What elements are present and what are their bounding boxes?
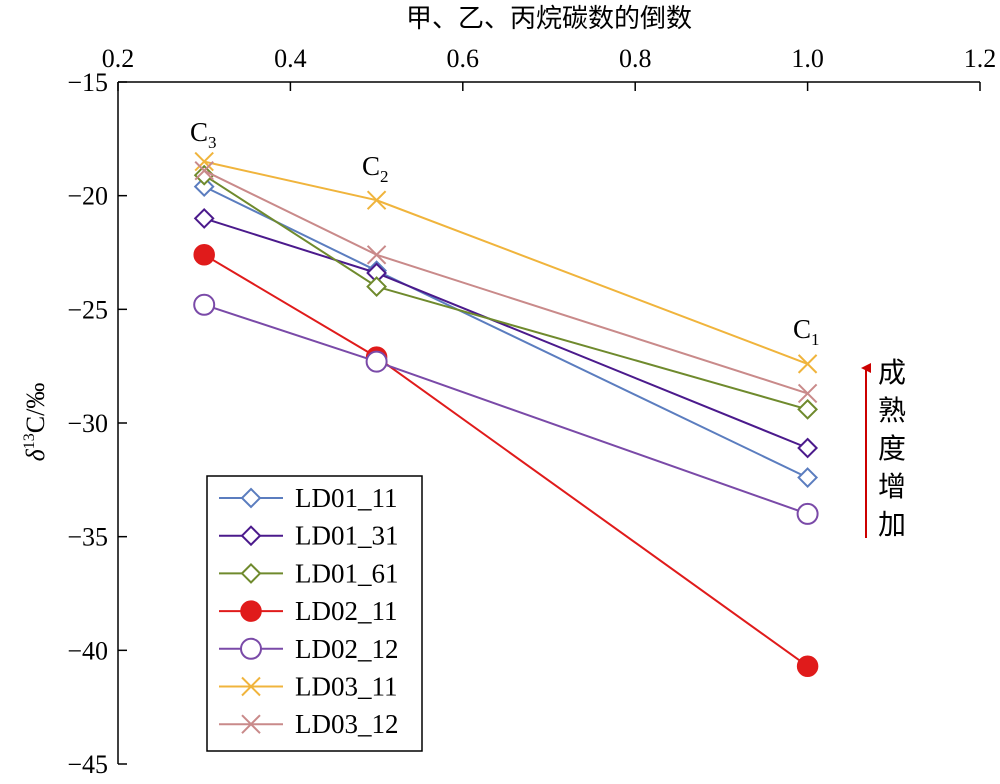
series-ld03-12 [194,160,818,404]
data-point-ld03-11 [366,190,387,210]
data-point-ld01-11 [193,176,215,197]
legend-item: LD02_12 [219,634,399,664]
data-point-ld01-31 [193,207,215,229]
annotation-char-1: 成 [878,356,906,389]
data-point-ld03-11 [797,354,818,374]
series-ld03-11 [194,151,818,374]
legend-label: LD02_12 [295,634,399,664]
legend-marker [240,525,262,547]
y-tick-label: −40 [67,636,108,665]
x-ticks: 0.2 0.4 0.6 0.8 1.0 1.2 [102,44,997,91]
legend-label: LD02_11 [295,596,398,626]
data-point-ld01-31 [797,437,819,459]
y-tick-label: −15 [67,68,108,97]
data-point-ld03-12 [194,160,214,181]
data-point-ld02-12 [365,350,388,373]
legend-item: LD02_11 [219,596,398,626]
x-tick-label: 1.2 [964,44,997,73]
data-point-ld02-11 [796,655,819,677]
series-layer [193,151,819,677]
x-axis-label: 甲、乙、丙烷碳数的倒数 [406,4,692,34]
y-tick-label: −35 [67,523,108,552]
series-ld01-31 [193,207,819,459]
point-label-c2: C2 [362,151,389,186]
legend-item: LD01_31 [219,521,399,551]
data-point-ld03-12 [797,383,818,404]
legend-item: LD03_11 [219,672,398,702]
series-ld02-12 [193,293,819,525]
annotation-char-4: 增 [878,470,906,503]
legend-label: LD03_12 [295,709,399,739]
x-tick-label: 1.0 [791,44,824,73]
series-line-ld03-12 [203,169,808,395]
point-label-c3: C3 [190,117,217,152]
legend-marker [240,637,262,660]
y-axis-label-rest: C/‰ [21,383,50,434]
legend-marker [240,600,262,622]
data-point-ld01-61 [366,276,388,298]
x-tick-label: 0.2 [102,44,135,73]
data-point-ld02-11 [193,244,215,266]
y-axis-label-sup: 13 [21,433,38,449]
y-tick-label: −45 [67,750,108,779]
data-point-ld03-12 [366,245,387,265]
series-line-ld01-61 [203,174,808,411]
y-ticks: −15 −20 −25 −30 −35 −40 −45 [67,68,127,779]
annotation-char-3: 度 [878,432,906,465]
data-point-ld01-61 [797,398,819,420]
y-tick-label: −20 [67,182,108,211]
x-tick-label: 0.8 [619,44,652,73]
legend: LD01_11 LD01_31 LD01_61 LD02_11 LD02_12 LD03_… [206,475,423,752]
data-point-ld01-61 [193,164,215,186]
legend-item: LD01_61 [219,558,399,588]
legend-item: LD01_11 [219,483,398,513]
x-tick-label: 0.4 [274,44,307,73]
legend-marker [240,487,262,509]
data-point-ld03-11 [194,151,214,172]
legend-label: LD01_11 [295,483,398,513]
legend-marker [241,714,261,734]
x-tick-label: 0.6 [447,44,480,73]
legend-item: LD03_12 [219,709,399,739]
series-ld01-61 [193,164,819,420]
point-label-c1: C1 [793,314,820,349]
legend-label: LD03_11 [295,672,398,702]
legend-marker [240,562,262,584]
annotation-char-2: 熟 [878,394,906,427]
annotation-char-5: 加 [878,508,906,541]
legend-label: LD01_61 [295,558,399,588]
legend-label: LD01_31 [295,521,399,551]
y-axis-label-greek: δ [21,448,50,461]
y-tick-label: −25 [67,295,108,324]
data-point-ld01-11 [797,467,819,488]
series-line-ld01-11 [203,185,809,479]
legend-marker [241,676,261,697]
y-tick-label: −30 [67,409,108,438]
data-point-ld02-12 [193,293,216,316]
y-axis-label: δ13C/‰ [21,383,50,462]
data-point-ld02-12 [796,502,819,525]
